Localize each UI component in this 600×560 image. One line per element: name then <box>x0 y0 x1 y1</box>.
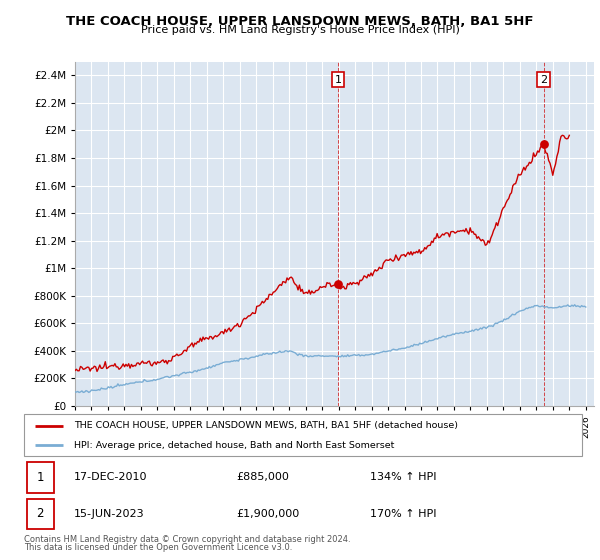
Text: THE COACH HOUSE, UPPER LANSDOWN MEWS, BATH, BA1 5HF (detached house): THE COACH HOUSE, UPPER LANSDOWN MEWS, BA… <box>74 421 458 430</box>
Text: 134% ↑ HPI: 134% ↑ HPI <box>370 473 436 482</box>
Text: 2: 2 <box>540 74 547 85</box>
Text: HPI: Average price, detached house, Bath and North East Somerset: HPI: Average price, detached house, Bath… <box>74 441 395 450</box>
Text: 1: 1 <box>37 471 44 484</box>
Text: 15-JUN-2023: 15-JUN-2023 <box>74 509 145 519</box>
Point <box>539 140 548 149</box>
FancyBboxPatch shape <box>27 498 53 529</box>
FancyBboxPatch shape <box>27 462 53 493</box>
Text: 1: 1 <box>334 74 341 85</box>
Text: £885,000: £885,000 <box>236 473 289 482</box>
Text: Price paid vs. HM Land Registry's House Price Index (HPI): Price paid vs. HM Land Registry's House … <box>140 25 460 35</box>
Text: 2: 2 <box>37 507 44 520</box>
Point <box>333 279 343 288</box>
FancyBboxPatch shape <box>24 414 582 456</box>
Text: 170% ↑ HPI: 170% ↑ HPI <box>370 509 436 519</box>
Text: THE COACH HOUSE, UPPER LANSDOWN MEWS, BATH, BA1 5HF: THE COACH HOUSE, UPPER LANSDOWN MEWS, BA… <box>66 15 534 27</box>
Text: 17-DEC-2010: 17-DEC-2010 <box>74 473 148 482</box>
Text: Contains HM Land Registry data © Crown copyright and database right 2024.: Contains HM Land Registry data © Crown c… <box>24 534 350 544</box>
Text: This data is licensed under the Open Government Licence v3.0.: This data is licensed under the Open Gov… <box>24 543 292 552</box>
Text: £1,900,000: £1,900,000 <box>236 509 299 519</box>
